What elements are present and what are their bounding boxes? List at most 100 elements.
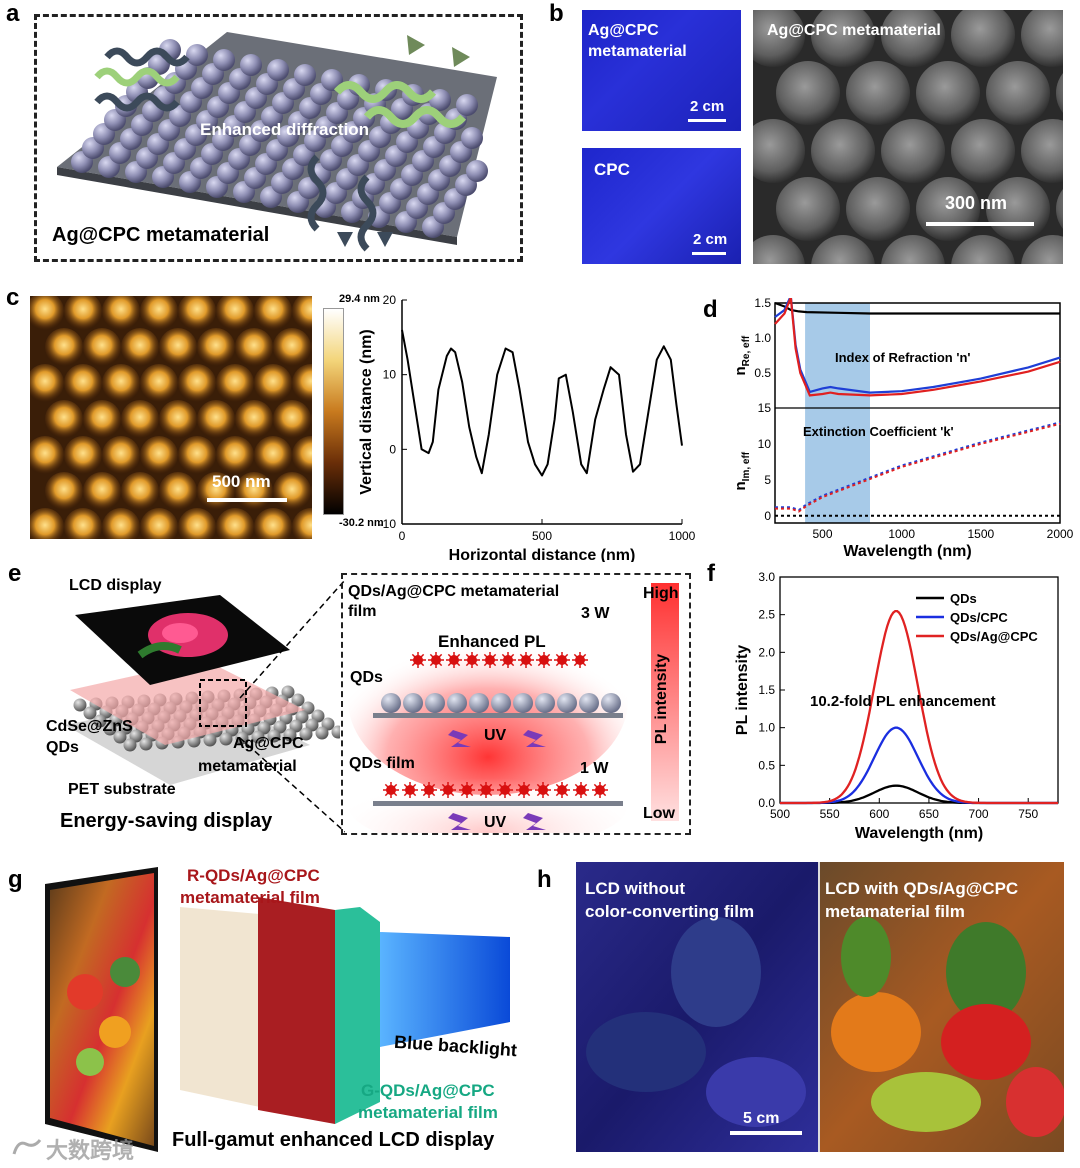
y-tick-label: 0.5 (758, 758, 775, 772)
quantum-dot-spike (555, 789, 563, 797)
x-tick-label: 1000 (888, 527, 915, 541)
y-axis-sub: Im, eff (741, 451, 752, 481)
afm-scale-label: 500 nm (212, 472, 271, 491)
quantum-dot-spike (483, 659, 491, 667)
y-axis-title: PL intensity (734, 645, 751, 735)
agcpc-label-a: Ag@CPC (233, 735, 304, 752)
y-tick-label: 10 (383, 368, 397, 382)
quantum-dot-spike (573, 653, 581, 661)
with-film-label-b: metamaterial film (825, 902, 965, 921)
quantum-dot-spike (384, 783, 392, 791)
y-axis-title: Vertical distance (nm) (358, 329, 375, 494)
y-axis-title-top: nRe, eff (732, 335, 752, 375)
full-gamut-illustration (45, 867, 510, 1152)
afm-particle (121, 400, 159, 438)
afm-particle (311, 412, 312, 426)
quantum-dot-spike (428, 783, 436, 791)
quantum-dot-spike (574, 789, 582, 797)
stack-sphere (103, 722, 117, 736)
quantum-dot-spike (447, 783, 455, 791)
quantum-dot-spike (519, 659, 527, 667)
y-tick-label: 0.0 (758, 796, 775, 810)
quantum-dot-spike (507, 659, 515, 667)
ag-cpc-photo-scale-bar (688, 119, 726, 122)
stack-sphere (203, 733, 217, 747)
stack-sphere (219, 732, 233, 746)
sem-particle (1021, 10, 1063, 67)
quantum-dot-spike (489, 653, 497, 661)
profile-line (401, 329, 683, 477)
cpc-photo (582, 148, 741, 264)
sphere (240, 54, 262, 76)
quantum-dot-spike (409, 789, 417, 797)
photo-scale-bar (730, 1131, 802, 1135)
quantum-dot-spike (384, 789, 392, 797)
photo-scale-label: 5 cm (743, 1110, 780, 1127)
panel-label-a: a (6, 0, 20, 27)
afm-particle (178, 364, 216, 402)
uv-top-label: UV (484, 727, 507, 744)
quantum-dot-spike (593, 789, 601, 797)
sem-particle (986, 61, 1050, 125)
sem-particle (1021, 119, 1063, 183)
afm-particle (254, 436, 292, 474)
cpc-sphere (425, 693, 445, 713)
afm-particle (273, 328, 311, 366)
afm-particle (102, 296, 140, 330)
afm-particle (216, 296, 254, 330)
panel-label-h: h (537, 866, 552, 893)
quantum-dot-spike (561, 653, 569, 661)
x-axis-title: Wavelength (nm) (843, 543, 971, 560)
afm-particle (64, 364, 102, 402)
cpc-sphere (469, 693, 489, 713)
stack-sphere (113, 730, 127, 744)
quantum-dot-spike (537, 659, 545, 667)
quantum-dot-spike (453, 653, 461, 661)
afm-particle (235, 328, 273, 366)
quantum-dot-spike (523, 789, 531, 797)
quantum-dot-spike (525, 653, 533, 661)
quantum-dot-spike (517, 789, 525, 797)
quantum-dot-spike (483, 653, 491, 661)
afm-particle (30, 364, 64, 402)
pl-curve (780, 784, 1058, 805)
quantum-dot-spike (504, 789, 512, 797)
sem-particle (881, 119, 945, 183)
afm-particle (178, 296, 216, 330)
film-top-label-a: QDs/Ag@CPC metamaterial (348, 583, 560, 600)
x-tick-label: 500 (812, 527, 832, 541)
stack-sphere (331, 725, 340, 739)
afm-particle (178, 508, 216, 539)
legend-label: QDs/Ag@CPC (950, 629, 1038, 644)
quantum-dot-spike (390, 789, 398, 797)
x-tick-label: 700 (969, 807, 989, 821)
without-film-label-b: color-converting film (585, 902, 755, 921)
sem-particle (951, 10, 1015, 67)
afm-particle (197, 400, 235, 438)
watermark: 大数跨境 (46, 1139, 135, 1164)
power-3w: 3 W (581, 605, 610, 622)
afm-particle (178, 436, 216, 474)
legend-label: QDs (950, 591, 977, 606)
cpc-sphere (557, 693, 577, 713)
plot-frame (774, 302, 1061, 524)
sem-particle (916, 61, 980, 125)
x-tick-label: 650 (919, 807, 939, 821)
quantum-dot-spike (555, 653, 563, 661)
y-tick-label: 20 (383, 293, 397, 307)
quantum-dot-spike (466, 789, 474, 797)
quantum-dot-spike (580, 783, 588, 791)
afm-particle (45, 400, 83, 438)
green-film-label-b: metamaterial film (358, 1103, 498, 1122)
sem-particle (753, 10, 805, 67)
intensity-scale-bar (651, 583, 679, 821)
cpc-sphere (601, 693, 621, 713)
afm-particle (140, 364, 178, 402)
stack-sphere (83, 706, 97, 720)
quantum-dot-spike (498, 783, 506, 791)
afm-particle (102, 364, 140, 402)
sem-particle (846, 177, 910, 241)
sem-particle (753, 119, 805, 183)
green-film-label-a: G-QDs/Ag@CPC (361, 1081, 495, 1100)
sphere (461, 127, 483, 149)
